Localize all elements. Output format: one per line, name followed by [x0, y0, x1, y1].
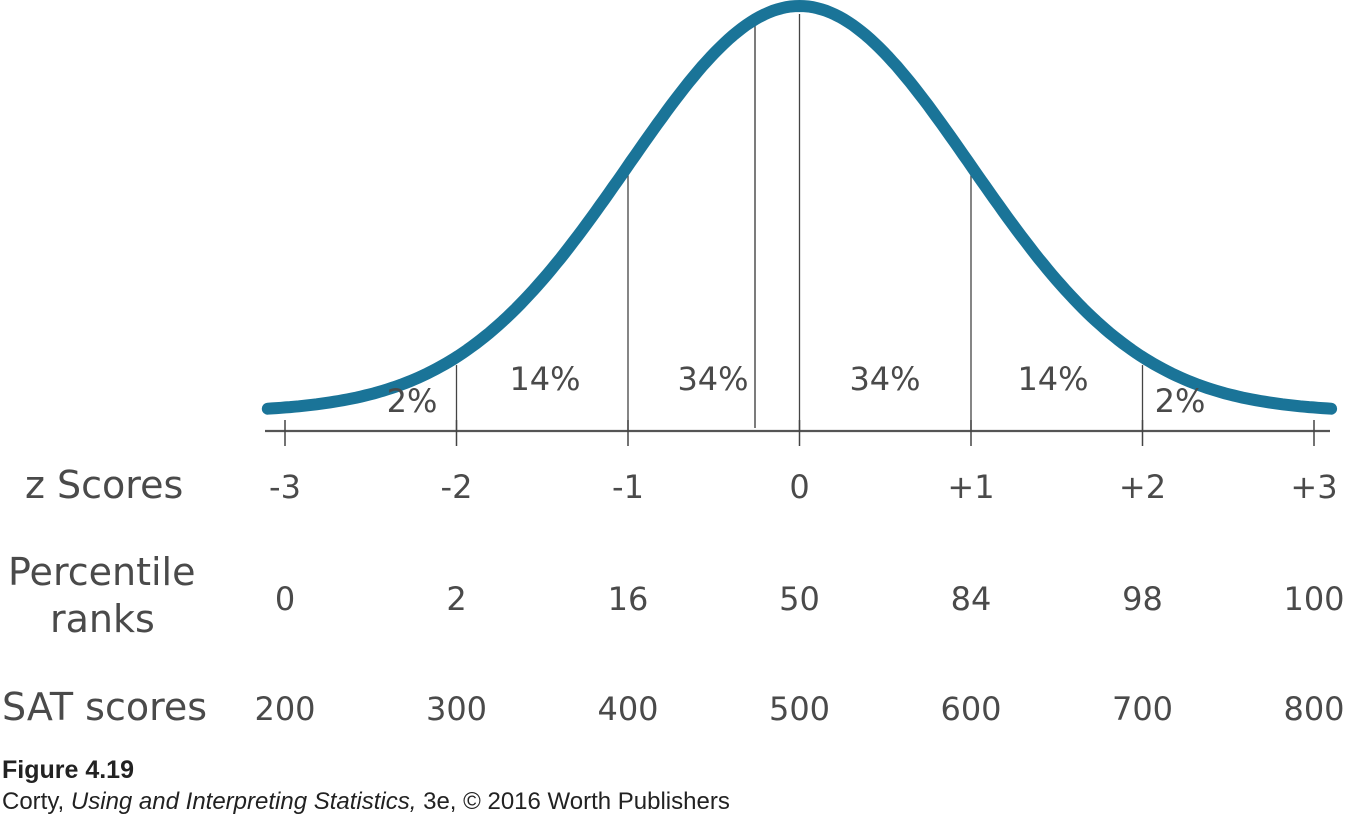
area-percent-labels: 2% 14% 34% 34% 14% 2% [387, 360, 1206, 420]
row-value-label: 50 [779, 580, 820, 618]
row-value-label: 500 [769, 690, 830, 728]
row-value-label: -3 [269, 468, 301, 506]
row-label-percentile-line2: ranks [50, 597, 155, 641]
row-value-label: 400 [597, 690, 658, 728]
sd-divider-lines [455, 14, 1144, 431]
row-value-label: +2 [1119, 468, 1166, 506]
row-value-label: -1 [612, 468, 644, 506]
row-value-label: +1 [947, 468, 994, 506]
figure-caption-title: Figure 4.19 [2, 756, 134, 784]
figure-caption-credit: Corty, Using and Interpreting Statistics… [2, 788, 730, 816]
row-label-sat-scores: SAT scores [2, 685, 207, 729]
row-value-label: 16 [608, 580, 649, 618]
area-percent-label: 14% [509, 360, 580, 398]
area-percent-label: 2% [387, 382, 438, 420]
row-value-label: 0 [789, 468, 809, 506]
row-value-label: -2 [441, 468, 473, 506]
area-percent-label: 2% [1155, 382, 1206, 420]
row-value-label: +3 [1290, 468, 1337, 506]
caption-book-title: Using and Interpreting Statistics, [70, 788, 417, 815]
area-percent-label: 34% [849, 360, 920, 398]
caption-publisher: 3e, © 2016 Worth Publishers [416, 788, 730, 815]
row-value-label: 800 [1283, 690, 1344, 728]
row-value-label: 84 [951, 580, 992, 618]
row-value-label: 0 [275, 580, 295, 618]
row-value-label: 700 [1112, 690, 1173, 728]
area-percent-label: 34% [677, 360, 748, 398]
axis-ticks [284, 420, 1315, 446]
row-value-label: 98 [1122, 580, 1163, 618]
row-value-label: 100 [1283, 580, 1344, 618]
row-value-label: 2 [446, 580, 466, 618]
normal-curve [261, 0, 1338, 415]
area-percent-label: 14% [1017, 360, 1088, 398]
row-value-label: 300 [426, 690, 487, 728]
row-values: -3 -2 -1 0 +1 +2 +3 0 2 16 50 84 98 100 200 300 400 500 60… [254, 468, 1344, 728]
row-value-label: 200 [254, 690, 315, 728]
row-value-label: 600 [940, 690, 1001, 728]
caption-author: Corty, [2, 788, 71, 815]
row-label-z-scores: z Scores [25, 463, 183, 507]
row-label-percentile-line1: Percentile [8, 550, 195, 594]
